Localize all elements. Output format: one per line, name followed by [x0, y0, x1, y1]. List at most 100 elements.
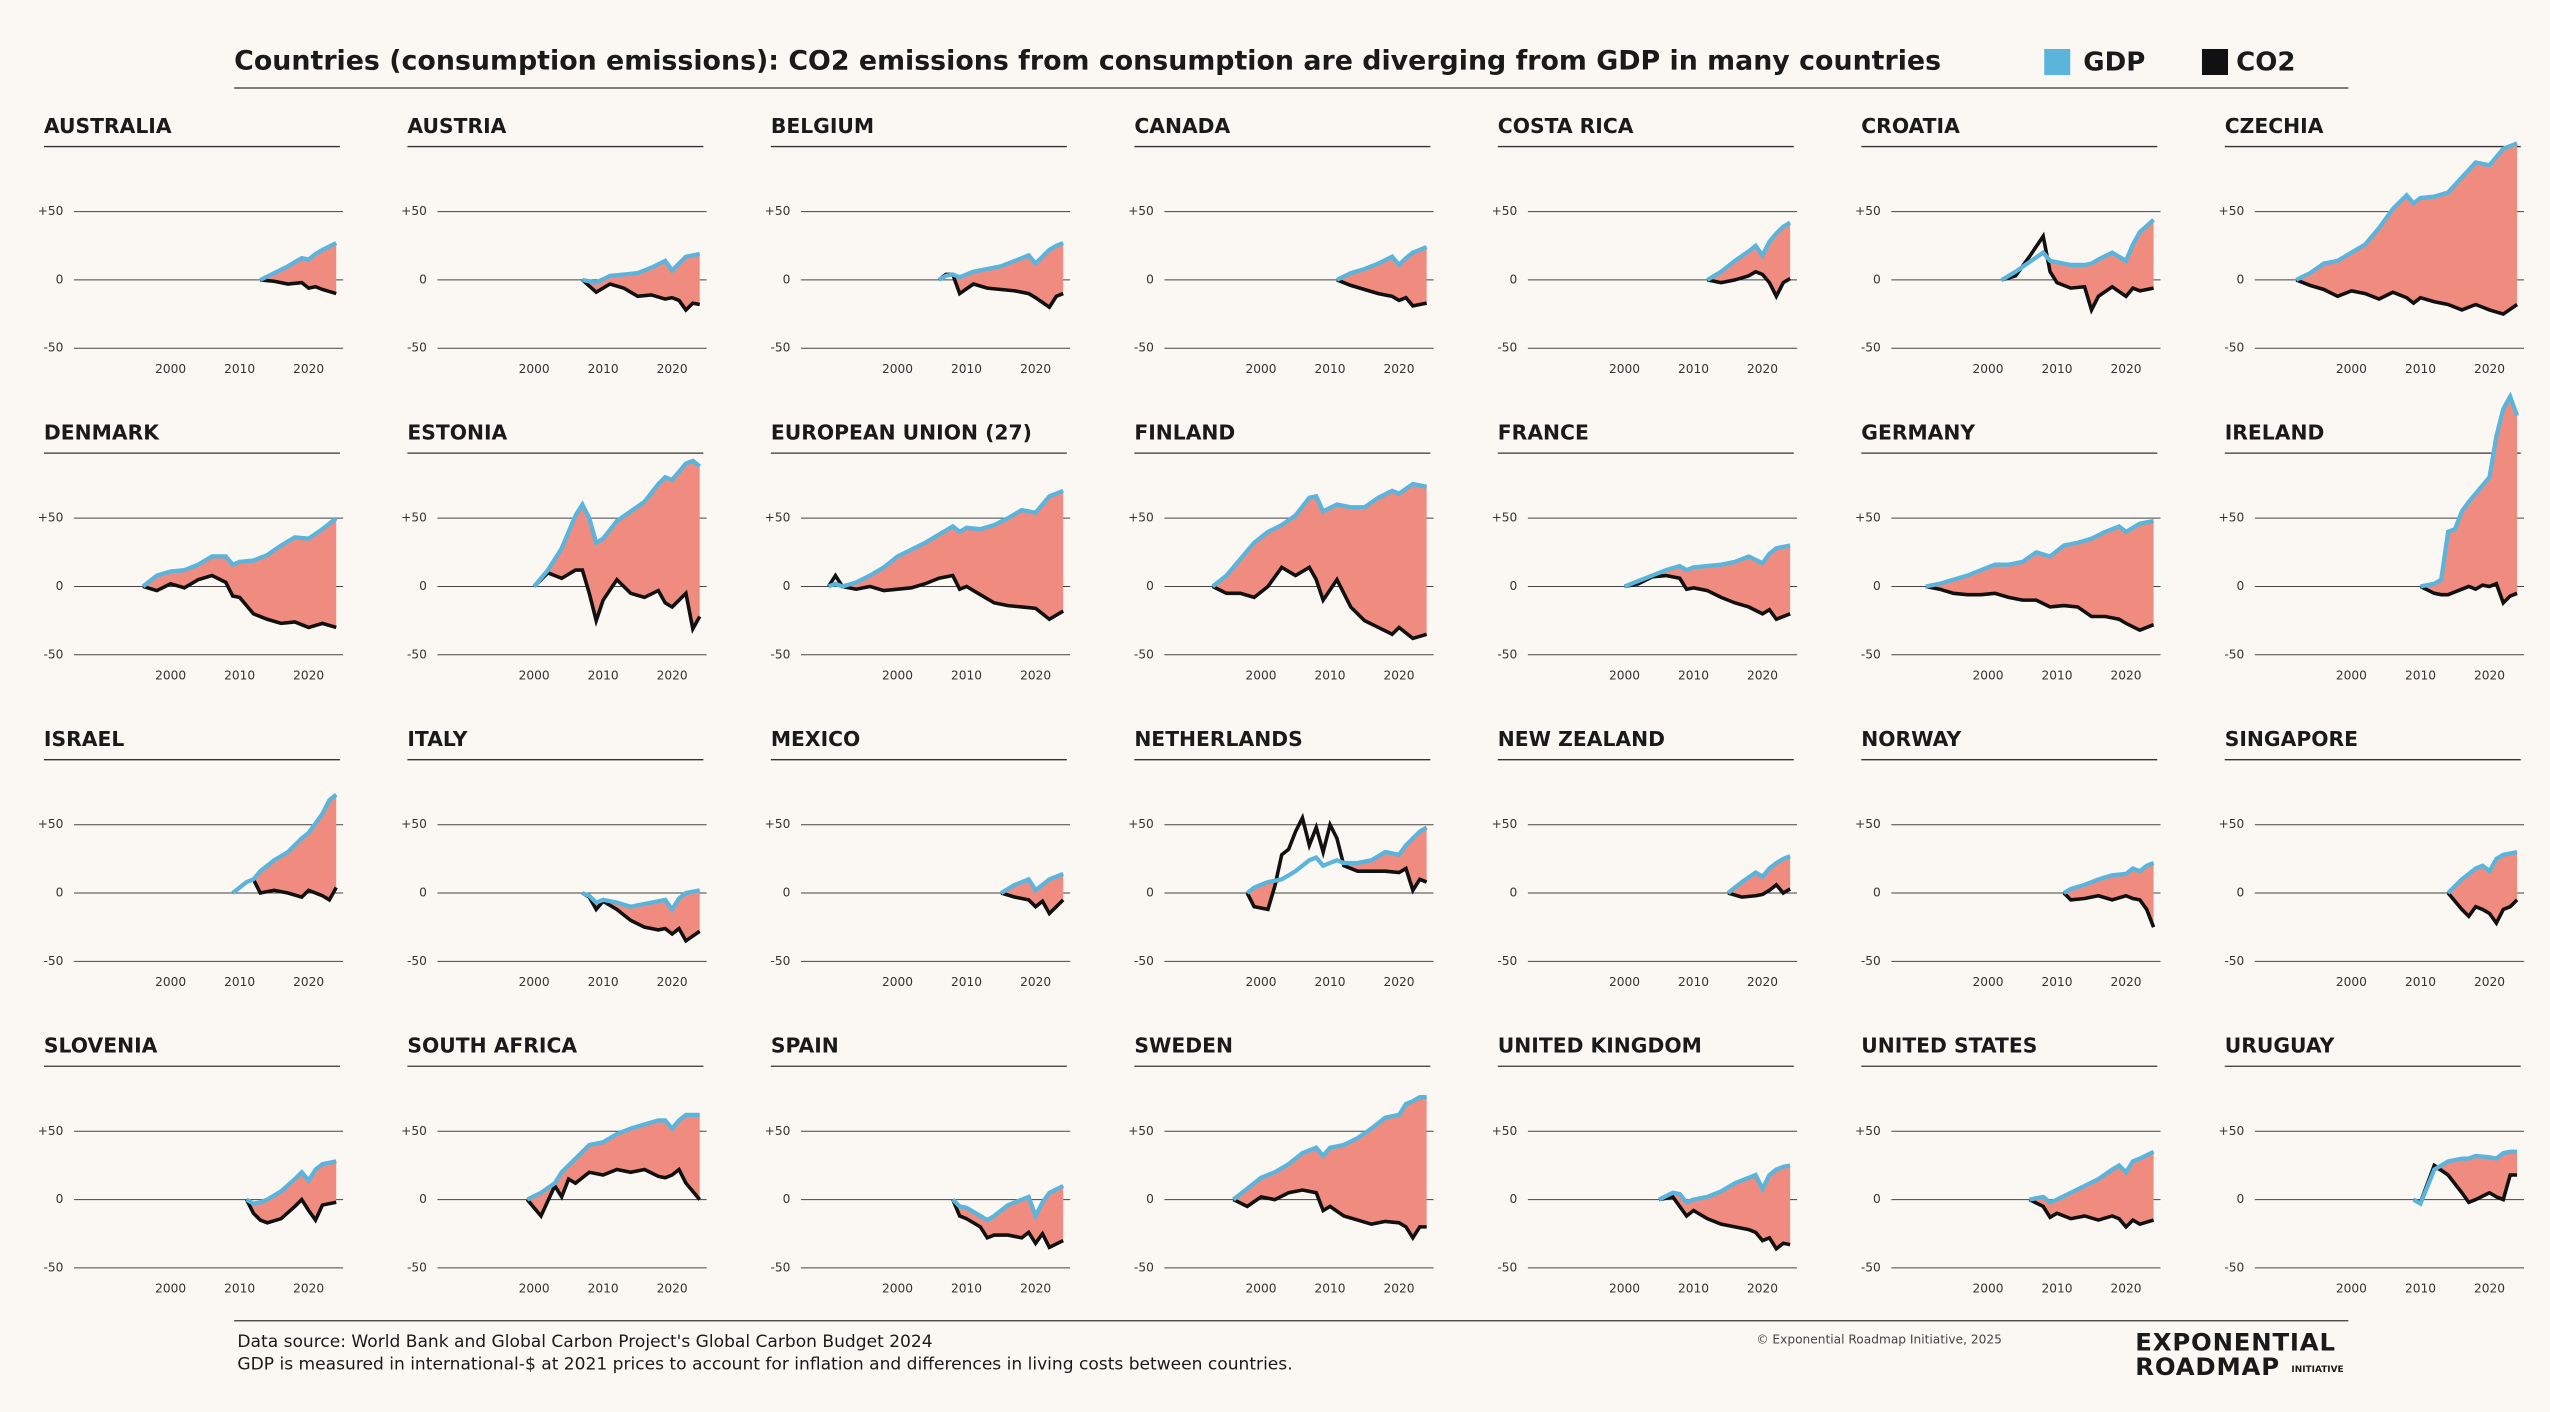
gdp-line [937, 241, 1064, 282]
x-tick-label: 2000 [1609, 975, 1640, 989]
y-tick-label: 0 [1510, 272, 1518, 286]
co2-line [260, 278, 337, 296]
co2-line [1624, 573, 1791, 622]
co2-line [525, 1166, 702, 1220]
x-tick-label: 2020 [1384, 668, 1415, 682]
panel: ISRAEL -50 0 +50 2000 2010 2020 [38, 727, 344, 989]
x-tick-label: 2020 [657, 362, 688, 376]
panel-title: NEW ZEALAND [1498, 727, 1665, 751]
gap-area [2420, 396, 2518, 603]
logo-line: EXPONENTIAL [2135, 1328, 2336, 1357]
footer-note: GDP is measured in international-$ at 20… [237, 1355, 1292, 1375]
y-tick-label: +50 [2219, 817, 2245, 831]
x-tick-label: 2010 [1315, 1282, 1346, 1296]
gdp-line [581, 251, 701, 285]
x-tick-label: 2010 [1678, 975, 1709, 989]
gap-area [582, 253, 700, 310]
panel: GERMANY -50 0 +50 2000 2010 2020 [1855, 421, 2161, 682]
panel: URUGUAY -50 0 +50 2000 2010 2020 [2219, 1034, 2524, 1296]
panel-title: NORWAY [1861, 727, 1961, 751]
y-tick-label: 0 [419, 886, 427, 900]
y-tick-label: 0 [1873, 579, 1881, 593]
panel-title: SLOVENIA [44, 1034, 158, 1058]
gdp-line [259, 241, 338, 282]
x-tick-label: 2010 [2041, 975, 2072, 989]
co2-line [2446, 891, 2519, 927]
co2-line [2419, 581, 2518, 607]
x-tick-label: 2020 [293, 668, 324, 682]
legend-label: CO2 [2236, 47, 2295, 77]
y-tick-label: 0 [2236, 579, 2244, 593]
co2-line [2001, 231, 2154, 315]
y-tick-label: 0 [419, 1192, 427, 1206]
gdp-line [532, 458, 702, 588]
y-tick-label: -50 [44, 1260, 64, 1274]
y-tick-label: 0 [2236, 886, 2244, 900]
y-tick-label: +50 [2219, 1124, 2245, 1138]
co2-line [1706, 269, 1792, 301]
x-tick-label: 2000 [519, 362, 550, 376]
panel-title: UNITED STATES [1861, 1034, 2037, 1058]
x-tick-label: 2000 [882, 975, 913, 989]
y-tick-label: 0 [419, 579, 427, 593]
gap-area [828, 490, 1064, 620]
panel-title: SINGAPORE [2225, 727, 2358, 751]
x-tick-label: 2010 [588, 1282, 619, 1296]
gdp-line [2420, 391, 2520, 589]
x-tick-label: 2010 [2405, 1282, 2436, 1296]
y-tick-label: 0 [1146, 272, 1154, 286]
gap-area [2063, 862, 2154, 928]
panel: EUROPEAN UNION (27) -50 0 +50 2000 2010 2020 [765, 421, 1071, 682]
x-tick-label: 2020 [1020, 1282, 1051, 1296]
co2-line [532, 568, 702, 634]
y-tick-label: +50 [38, 204, 64, 218]
y-tick-label: -50 [2224, 647, 2244, 661]
gdp-line [231, 793, 338, 895]
y-tick-label: -50 [2224, 954, 2244, 968]
gap-area [534, 460, 700, 629]
x-tick-label: 2000 [882, 1282, 913, 1296]
x-tick-label: 2010 [588, 362, 619, 376]
y-tick-label: -50 [44, 341, 64, 355]
y-tick-label: 0 [783, 579, 791, 593]
y-tick-label: +50 [401, 204, 427, 218]
panel-title: AUSTRALIA [44, 114, 172, 138]
gap-area [1624, 545, 1791, 620]
x-tick-label: 2020 [2474, 1282, 2505, 1296]
co2-line [1232, 1188, 1427, 1242]
y-tick-label: -50 [407, 954, 427, 968]
panel-title: MEXICO [771, 727, 860, 751]
panel: CZECHIA -50 0 +50 2000 2010 2020 [2219, 114, 2524, 376]
x-tick-label: 2020 [293, 362, 324, 376]
gdp-line [245, 1159, 337, 1206]
panel-title: FINLAND [1134, 421, 1235, 445]
y-tick-label: -50 [770, 954, 790, 968]
y-tick-label: -50 [407, 341, 427, 355]
gap-area [1212, 484, 1427, 639]
co2-line [142, 573, 337, 630]
x-tick-label: 2020 [1747, 1282, 1778, 1296]
x-tick-label: 2000 [1246, 975, 1277, 989]
y-tick-label: -50 [2224, 1260, 2244, 1274]
y-tick-label: -50 [407, 647, 427, 661]
y-tick-label: -50 [407, 1260, 427, 1274]
y-tick-label: 0 [1873, 272, 1881, 286]
panel-title: CROATIA [1861, 114, 1960, 138]
x-tick-label: 2000 [1972, 1282, 2003, 1296]
y-tick-label: 0 [783, 1192, 791, 1206]
panel: UNITED STATES -50 0 +50 2000 2010 2020 [1855, 1034, 2161, 1296]
gap-area [2448, 852, 2518, 924]
panel: DENMARK -50 0 +50 2000 2010 2020 [38, 421, 344, 682]
x-tick-label: 2000 [2336, 975, 2367, 989]
y-tick-label: +50 [1855, 817, 1881, 831]
y-tick-label: 0 [1510, 886, 1518, 900]
gdp-line [1623, 543, 1791, 589]
x-tick-label: 2020 [1747, 668, 1778, 682]
y-tick-label: +50 [1128, 204, 1154, 218]
panel: FINLAND -50 0 +50 2000 2010 2020 [1128, 421, 1434, 682]
panel-title: UNITED KINGDOM [1498, 1034, 1702, 1058]
gdp-line [2295, 141, 2518, 282]
x-tick-label: 2010 [951, 975, 982, 989]
gdp-line [526, 1112, 700, 1202]
x-tick-label: 2020 [1384, 975, 1415, 989]
